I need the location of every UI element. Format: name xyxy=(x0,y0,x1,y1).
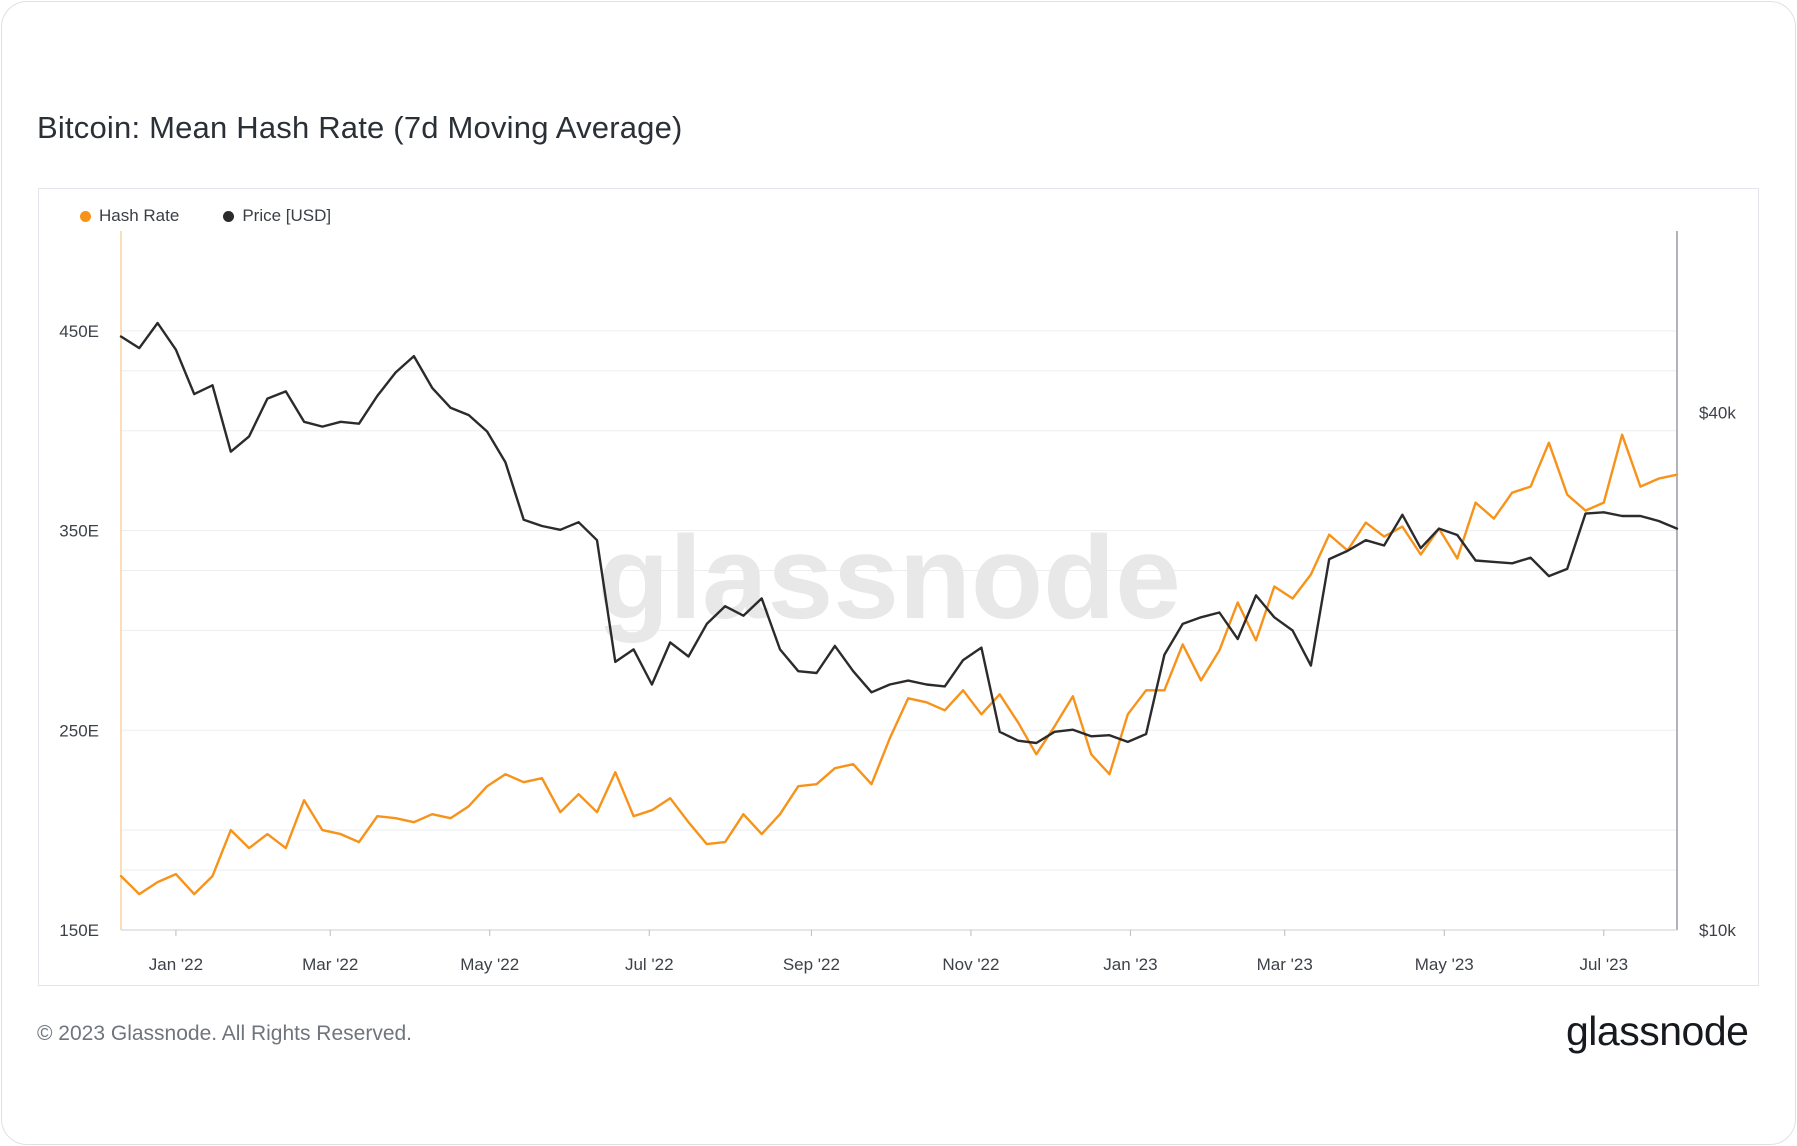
legend-label-hash-rate: Hash Rate xyxy=(99,206,180,225)
x-tick-label: Jul '23 xyxy=(1579,955,1628,974)
x-tick-label: Mar '22 xyxy=(302,955,358,974)
x-tick-label: Sep '22 xyxy=(783,955,840,974)
y-right-tick-label: $40k xyxy=(1699,403,1736,422)
x-tick-label: Nov '22 xyxy=(942,955,999,974)
y-left-tick-label: 150E xyxy=(59,921,99,940)
y-left-tick-label: 450E xyxy=(59,322,99,341)
legend-label-price: Price [USD] xyxy=(242,206,332,225)
y-left-tick-label: 250E xyxy=(59,721,99,740)
series-line-price xyxy=(119,321,1679,745)
x-tick-label: May '23 xyxy=(1415,955,1474,974)
chart-frame xyxy=(38,188,1759,986)
legend-item-price[interactable]: Price [USD] xyxy=(223,206,331,226)
legend-dot-price xyxy=(223,210,235,222)
x-tick-label: Mar '23 xyxy=(1257,955,1313,974)
x-tick-label: Jan '22 xyxy=(149,955,203,974)
y-right-tick-label: $10k xyxy=(1699,921,1736,940)
chart-legend: Hash Rate Price [USD] xyxy=(80,206,331,226)
copyright-text: © 2023 Glassnode. All Rights Reserved. xyxy=(37,1022,413,1045)
series-line-hash-rate xyxy=(119,433,1679,896)
x-tick-label: May '22 xyxy=(460,955,519,974)
watermark: glassnode xyxy=(597,512,1181,644)
brand-logo: glassnode xyxy=(1566,1008,1749,1054)
x-tick-label: Jul '22 xyxy=(625,955,674,974)
x-tick-label: Jan '23 xyxy=(1103,955,1157,974)
y-left-tick-label: 350E xyxy=(59,522,99,541)
legend-dot-hash-rate xyxy=(80,210,91,222)
chart-title: Bitcoin: Mean Hash Rate (7d Moving Avera… xyxy=(37,110,683,145)
legend-item-hash-rate[interactable]: Hash Rate xyxy=(80,206,179,226)
